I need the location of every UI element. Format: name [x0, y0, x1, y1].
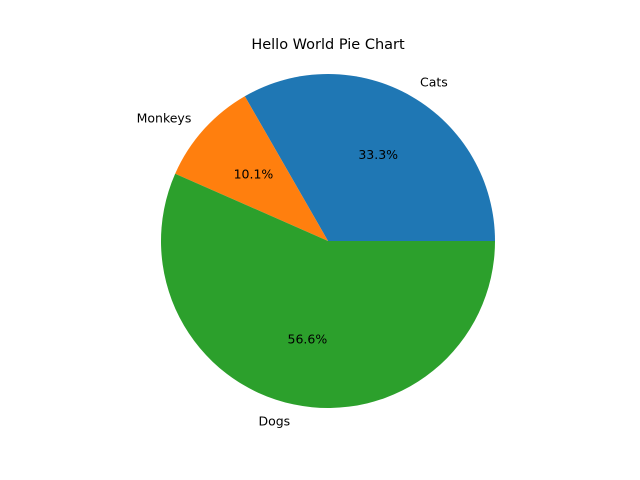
slice-label-monkeys: Monkeys: [137, 111, 192, 126]
slice-label-cats: Cats: [420, 75, 448, 90]
pie-slice-dogs: [161, 173, 496, 409]
pie-slice-monkeys: [175, 96, 328, 242]
pie-slices: [161, 73, 496, 409]
chart-title: Hello World Pie Chart: [251, 37, 405, 53]
slice-percent-cats: 33.3%: [358, 147, 398, 162]
slice-label-dogs: Dogs: [258, 413, 290, 428]
slice-percent-monkeys: 10.1%: [234, 167, 274, 182]
pie-labels: Cats 33.3% Monkeys 10.1% Dogs 56.6%: [137, 75, 448, 429]
pie-slice-cats: [244, 73, 495, 241]
slice-percent-dogs: 56.6%: [288, 332, 328, 347]
